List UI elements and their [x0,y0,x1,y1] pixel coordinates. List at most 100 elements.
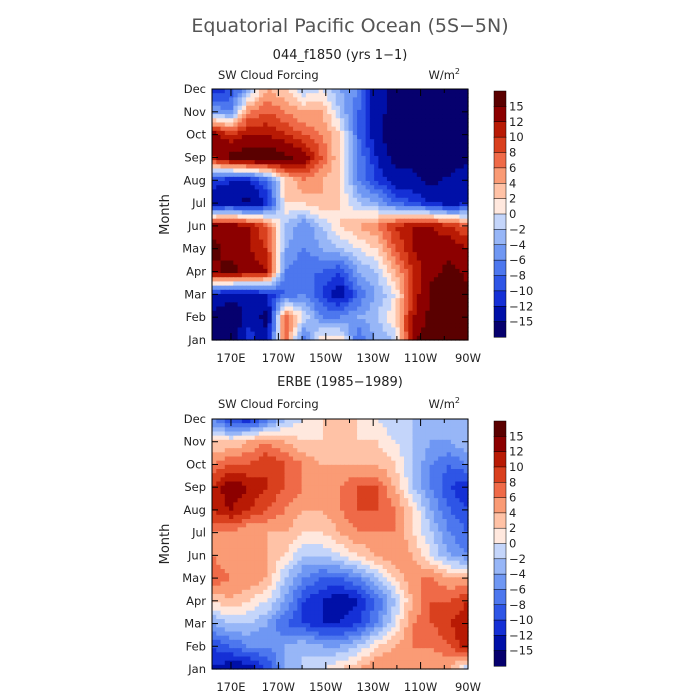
heatmap-cell [425,252,431,257]
heatmap-cell [442,268,448,274]
heatmap-cell [425,485,431,491]
heatmap-cell [459,452,465,458]
heatmap-cell [241,502,247,508]
heatmap-cell [365,310,371,316]
heatmap-cell [446,268,452,274]
heatmap-cell [459,260,465,266]
heatmap-cell [263,114,269,119]
heatmap-cell [352,489,358,495]
heatmap-cell [229,264,234,270]
heatmap-cell [314,302,320,308]
heatmap-cell [276,189,281,195]
heatmap-cell [408,118,414,124]
heatmap-cell [250,189,256,195]
heatmap-cell [357,494,362,499]
heatmap-cell [233,89,239,94]
heatmap-cell [438,206,443,211]
heatmap-cell [301,289,307,295]
heatmap-cell [310,502,315,508]
heatmap-cell [310,126,315,132]
heatmap-cell [288,97,294,103]
heatmap-cell [301,469,307,474]
heatmap-cell [297,335,303,341]
heatmap-cell [327,427,333,433]
heatmap-cell [450,444,456,449]
heatmap-cell [250,281,256,287]
heatmap-cell [241,168,247,174]
heatmap-cell [220,273,226,278]
heatmap-cell [421,227,426,232]
heatmap-cell [429,247,435,253]
heatmap-cell [297,469,303,474]
heatmap-cell [446,331,452,337]
heatmap-cell [229,444,234,449]
heatmap-cell [369,319,375,324]
heatmap-cell [246,314,251,320]
heatmap-cell [369,231,375,237]
heatmap-cell [331,498,337,503]
heatmap-cell [237,448,243,453]
heatmap-cell [352,306,358,312]
heatmap-cell [429,431,435,437]
heatmap-cell [301,101,307,107]
heatmap-cell [229,214,234,220]
heatmap-cell [241,498,247,503]
heatmap-cell [216,506,222,512]
heatmap-cell [237,176,243,182]
heatmap-cell [361,273,367,278]
heatmap-cell [404,160,409,165]
heatmap-cell [301,293,307,299]
heatmap-cell [433,227,439,232]
heatmap-cell [276,243,281,249]
heatmap-cell [429,273,435,278]
heatmap-cell [404,105,409,111]
heatmap-cell [288,181,294,186]
heatmap-cell [429,268,435,274]
heatmap-cell [416,277,422,283]
heatmap-cell [404,444,409,449]
heatmap-cell [237,118,243,124]
heatmap-cell [216,160,222,165]
heatmap-cell [412,268,418,274]
heatmap-cell [361,302,367,308]
heatmap-cell [271,227,277,232]
heatmap-cell [284,473,290,478]
heatmap-cell [318,101,324,107]
heatmap-cell [216,155,222,161]
heatmap-cell [288,189,294,195]
heatmap-cell [305,431,311,437]
heatmap-cell [254,239,260,245]
heatmap-cell [348,139,354,144]
heatmap-cell [327,310,333,316]
heatmap-cell [314,247,320,253]
heatmap-cell [335,235,341,241]
heatmap-cell [318,197,324,203]
heatmap-cell [284,464,290,470]
heatmap-cell [335,477,341,483]
heatmap-cell [391,135,397,140]
heatmap-cell [216,310,222,316]
heatmap-cell [386,473,392,478]
heatmap-cell [348,298,354,303]
heatmap-cell [284,489,290,495]
heatmap-cell [263,327,269,333]
heatmap-cell [314,126,320,132]
heatmap-cell [348,181,354,186]
heatmap-cell [374,252,379,257]
heatmap-cell [425,193,431,199]
heatmap-cell [412,155,418,161]
heatmap-cell [438,181,443,186]
heatmap-cell [421,435,426,441]
heatmap-cell [335,435,341,441]
heatmap-cell [450,335,456,341]
heatmap-cell [340,323,345,329]
heatmap-cell [224,498,230,503]
heatmap-cell [386,285,392,291]
heatmap-cell [310,247,315,253]
heatmap-cell [446,189,452,195]
heatmap-cell [344,160,350,165]
heatmap-cell [352,155,358,161]
heatmap-cell [224,456,230,462]
heatmap-cell [416,201,422,207]
heatmap-cell [297,214,303,220]
